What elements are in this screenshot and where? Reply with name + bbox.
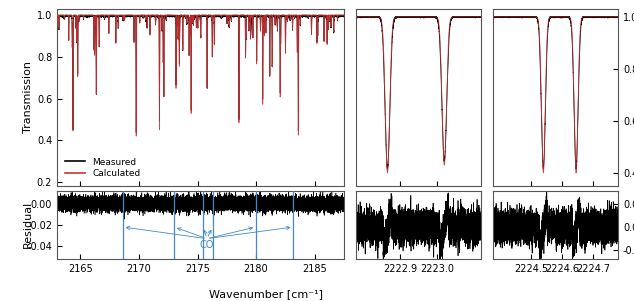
Text: CO: CO <box>200 240 214 250</box>
Y-axis label: Transmission: Transmission <box>23 61 33 133</box>
Text: Wavenumber [cm⁻¹]: Wavenumber [cm⁻¹] <box>209 290 323 299</box>
Legend: Measured, Calculated: Measured, Calculated <box>61 154 144 182</box>
Y-axis label: Residual: Residual <box>23 201 33 248</box>
